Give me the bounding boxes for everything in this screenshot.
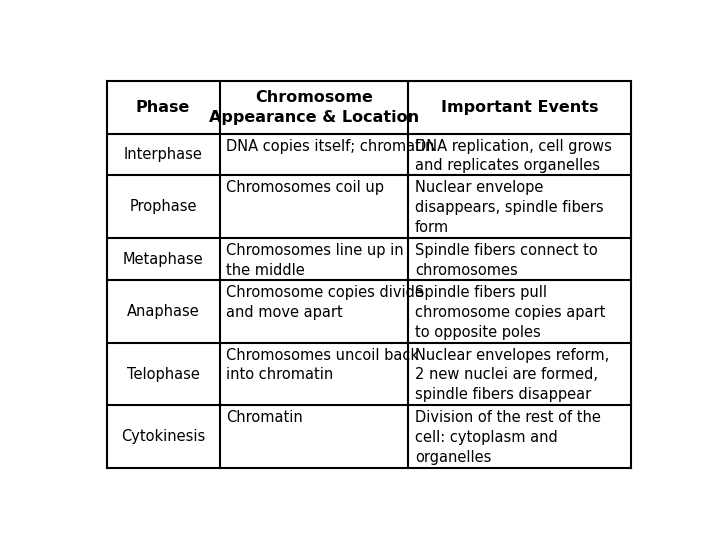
Text: Prophase: Prophase xyxy=(130,199,197,214)
Text: Important Events: Important Events xyxy=(441,100,598,115)
Text: Phase: Phase xyxy=(136,100,190,115)
Text: Chromosome
Appearance & Location: Chromosome Appearance & Location xyxy=(209,90,419,125)
Text: Telophase: Telophase xyxy=(127,367,199,382)
Text: Chromosomes uncoil back
into chromatin: Chromosomes uncoil back into chromatin xyxy=(226,348,419,382)
Text: DNA replication, cell grows
and replicates organelles: DNA replication, cell grows and replicat… xyxy=(415,139,612,173)
Text: Spindle fibers pull
chromosome copies apart
to opposite poles: Spindle fibers pull chromosome copies ap… xyxy=(415,285,606,340)
Text: Nuclear envelopes reform,
2 new nuclei are formed,
spindle fibers disappear: Nuclear envelopes reform, 2 new nuclei a… xyxy=(415,348,609,402)
Text: Chromosome copies divide
and move apart: Chromosome copies divide and move apart xyxy=(226,285,424,320)
Text: Chromosomes coil up: Chromosomes coil up xyxy=(226,180,384,195)
Text: Interphase: Interphase xyxy=(124,147,202,162)
Text: Chromatin: Chromatin xyxy=(226,410,303,426)
Text: Chromosomes line up in
the middle: Chromosomes line up in the middle xyxy=(226,243,404,278)
Text: Anaphase: Anaphase xyxy=(127,304,199,319)
Text: Division of the rest of the
cell: cytoplasm and
organelles: Division of the rest of the cell: cytopl… xyxy=(415,410,601,465)
Text: Spindle fibers connect to
chromosomes: Spindle fibers connect to chromosomes xyxy=(415,243,598,278)
Text: Cytokinesis: Cytokinesis xyxy=(121,429,205,444)
Text: DNA copies itself; chromatin: DNA copies itself; chromatin xyxy=(226,139,435,153)
Text: Nuclear envelope
disappears, spindle fibers
form: Nuclear envelope disappears, spindle fib… xyxy=(415,180,603,235)
Text: Metaphase: Metaphase xyxy=(123,252,204,267)
